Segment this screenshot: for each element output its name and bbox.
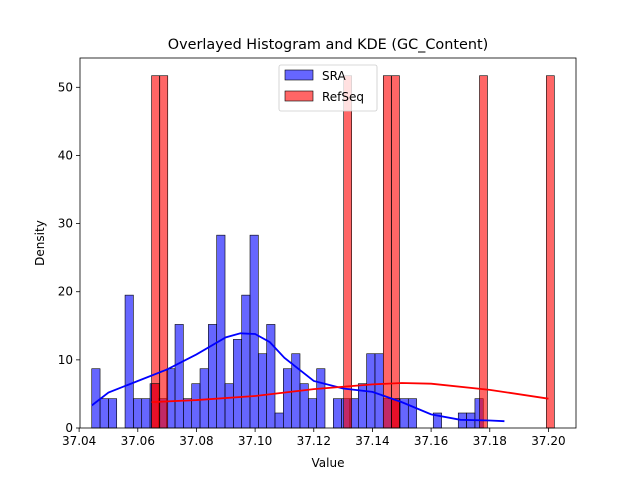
legend-label-sra: SRA — [322, 69, 346, 83]
x-tick-label: 37.18 — [473, 434, 507, 448]
refseq-bar — [479, 75, 488, 429]
sra-bar — [249, 234, 259, 429]
refseq-bar — [343, 75, 352, 429]
y-tick-label: 20 — [58, 285, 73, 299]
sra-bar — [133, 398, 143, 429]
y-tick-label: 30 — [58, 217, 73, 231]
sra-bar — [174, 324, 184, 429]
refseq-bar — [546, 75, 555, 429]
sra-bar — [91, 368, 101, 429]
sra-bar — [258, 353, 267, 429]
sra-bar — [124, 294, 134, 429]
sra-bar — [233, 339, 242, 429]
sra-kde-line — [91, 332, 505, 423]
sra-bar — [333, 398, 342, 429]
sra-bar — [316, 368, 326, 429]
axes-frame — [79, 57, 577, 429]
sra-bar — [308, 398, 317, 429]
refseq-bar — [159, 75, 169, 429]
refseq-kde-line — [151, 382, 549, 404]
y-axis: 0 10 20 30 40 50 — [58, 80, 80, 435]
legend-swatch-refseq — [284, 90, 314, 102]
refseq-histogram-bars — [151, 75, 555, 429]
sra-bar — [224, 383, 234, 429]
sra-bar — [407, 398, 417, 429]
sra-bar — [99, 398, 109, 429]
refseq-bar — [151, 383, 160, 429]
sra-histogram-bars — [91, 234, 484, 429]
x-tick-label: 37.08 — [179, 434, 213, 448]
legend-swatch-sra — [284, 69, 314, 81]
sra-bar — [374, 353, 384, 429]
x-tick-label: 37.12 — [297, 434, 331, 448]
sra-bar — [141, 398, 151, 429]
plot-area — [91, 75, 555, 429]
x-tick-label: 37.16 — [414, 434, 448, 448]
legend: SRA RefSeq — [278, 64, 378, 112]
x-tick-label: 37.10 — [238, 434, 272, 448]
x-tick-label: 37.14 — [355, 434, 389, 448]
sra-bar — [283, 368, 292, 429]
y-tick-label: 0 — [65, 421, 73, 435]
y-tick-label: 50 — [58, 80, 73, 94]
x-tick-label: 37.04 — [62, 434, 96, 448]
sra-bar — [199, 368, 209, 429]
refseq-bar — [382, 75, 392, 429]
sra-bar — [274, 412, 284, 429]
x-axis-label: Value — [312, 456, 345, 470]
legend-label-refseq: RefSeq — [322, 90, 364, 104]
y-axis-label: Density — [33, 220, 47, 266]
chart-title: Overlayed Histogram and KDE (GC_Content) — [168, 37, 488, 53]
y-tick-label: 10 — [58, 353, 73, 367]
refseq-bar — [391, 75, 400, 429]
sra-bar — [241, 294, 251, 429]
y-tick-label: 40 — [58, 148, 73, 162]
sra-bar — [108, 398, 118, 429]
sra-bar — [266, 324, 276, 429]
x-tick-label: 37.20 — [531, 434, 565, 448]
x-tick-label: 37.06 — [121, 434, 155, 448]
sra-bar — [191, 383, 201, 429]
x-axis: 37.04 37.06 37.08 37.10 37.12 37.14 37.16 37.18… — [62, 428, 566, 448]
sra-bar — [183, 398, 192, 429]
sra-bar — [208, 324, 217, 429]
refseq-bar — [391, 398, 400, 429]
